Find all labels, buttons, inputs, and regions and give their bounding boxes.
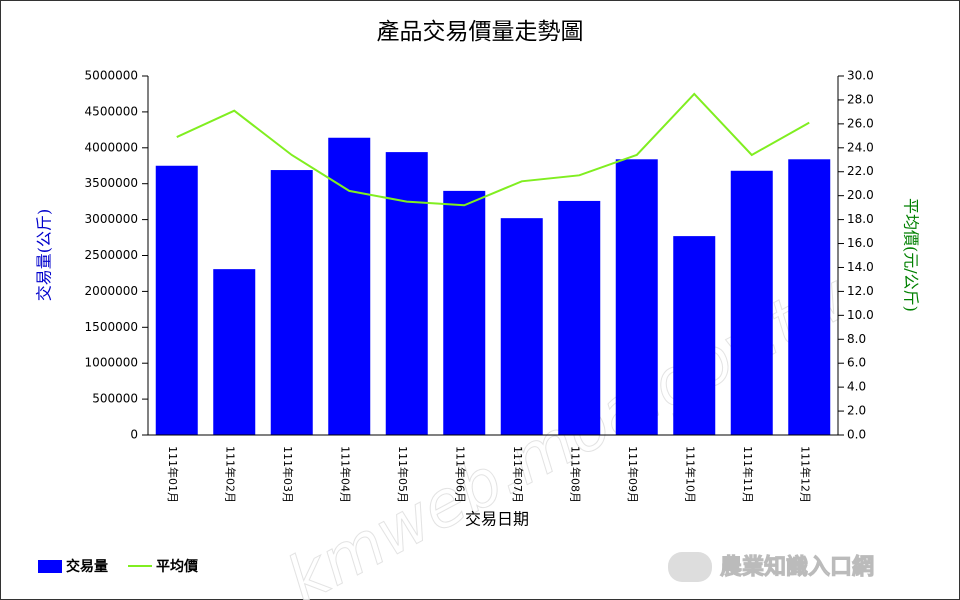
x-tick-label: 111年01月 <box>166 446 180 503</box>
y2-tick-label: 4.0 <box>847 380 866 394</box>
y2-tick-label: 16.0 <box>847 236 874 250</box>
y-tick-label: 2000000 <box>85 284 138 298</box>
y-tick-label: 4500000 <box>85 104 138 118</box>
x-tick-label: 111年02月 <box>223 446 237 503</box>
y2-tick-label: 30.0 <box>847 69 874 83</box>
x-tick-label: 111年03月 <box>281 446 295 503</box>
bar <box>558 200 601 435</box>
y-tick-label: 4000000 <box>85 140 138 154</box>
y2-tick-label: 20.0 <box>847 188 874 202</box>
y-tick-label: 3000000 <box>85 212 138 226</box>
x-axis-label: 交易日期 <box>465 510 529 529</box>
legend-label: 交易量 <box>66 558 108 575</box>
bar <box>443 190 486 435</box>
y2-tick-label: 2.0 <box>847 404 866 418</box>
logo: 農業知識入口網 <box>720 554 874 580</box>
logo-icon <box>668 552 712 582</box>
y2-axis-label: 平均價(元/公斤) <box>902 198 921 312</box>
x-tick-label: 111年11月 <box>741 446 755 503</box>
x-tick-label: 111年05月 <box>396 446 410 503</box>
bar <box>730 170 773 435</box>
bar <box>615 159 658 435</box>
y2-tick-label: 10.0 <box>847 308 874 322</box>
y2-tick-label: 12.0 <box>847 284 874 298</box>
y2-tick-label: 8.0 <box>847 332 866 346</box>
x-tick-label: 111年06月 <box>453 446 467 503</box>
y-tick-label: 2500000 <box>85 248 138 262</box>
y-tick-label: 5000000 <box>85 69 138 83</box>
line <box>176 92 810 207</box>
y-tick-label: 1000000 <box>85 356 138 370</box>
y-axis-label: 交易量(公斤) <box>35 209 54 302</box>
x-tick-label: 111年12月 <box>798 446 812 503</box>
y2-tick-label: 28.0 <box>847 92 874 106</box>
bar <box>270 170 313 436</box>
x-tick-label: 111年08月 <box>568 446 582 503</box>
y-tick-label: 3500000 <box>85 176 138 190</box>
x-tick-label: 111年04月 <box>338 446 352 503</box>
y2-tick-label: 0.0 <box>847 428 866 442</box>
chart-title: 產品交易價量走勢圖 <box>377 19 584 45</box>
y2-tick-label: 6.0 <box>847 356 866 370</box>
y2-tick-label: 14.0 <box>847 260 874 274</box>
legend-swatch <box>38 560 62 573</box>
bar <box>500 218 543 435</box>
y-tick-label: 500000 <box>92 392 138 406</box>
x-tick-label: 111年07月 <box>511 446 525 503</box>
y2-tick-label: 24.0 <box>847 140 874 154</box>
y-tick-label: 0 <box>130 428 138 442</box>
y-tick-label: 1500000 <box>85 320 138 334</box>
bar <box>385 152 428 435</box>
y2-tick-label: 22.0 <box>847 164 874 178</box>
x-tick-label: 111年10月 <box>683 446 697 503</box>
y2-tick-label: 26.0 <box>847 116 874 130</box>
bar <box>328 137 371 436</box>
logo-box: 農業知識入口網 <box>668 552 875 582</box>
bar <box>788 159 831 435</box>
y2-tick-label: 18.0 <box>847 212 874 226</box>
bar <box>155 165 198 435</box>
legend-label: 平均價 <box>156 558 199 575</box>
x-tick-label: 111年09月 <box>626 446 640 503</box>
bar <box>213 269 256 435</box>
bar <box>673 236 716 435</box>
